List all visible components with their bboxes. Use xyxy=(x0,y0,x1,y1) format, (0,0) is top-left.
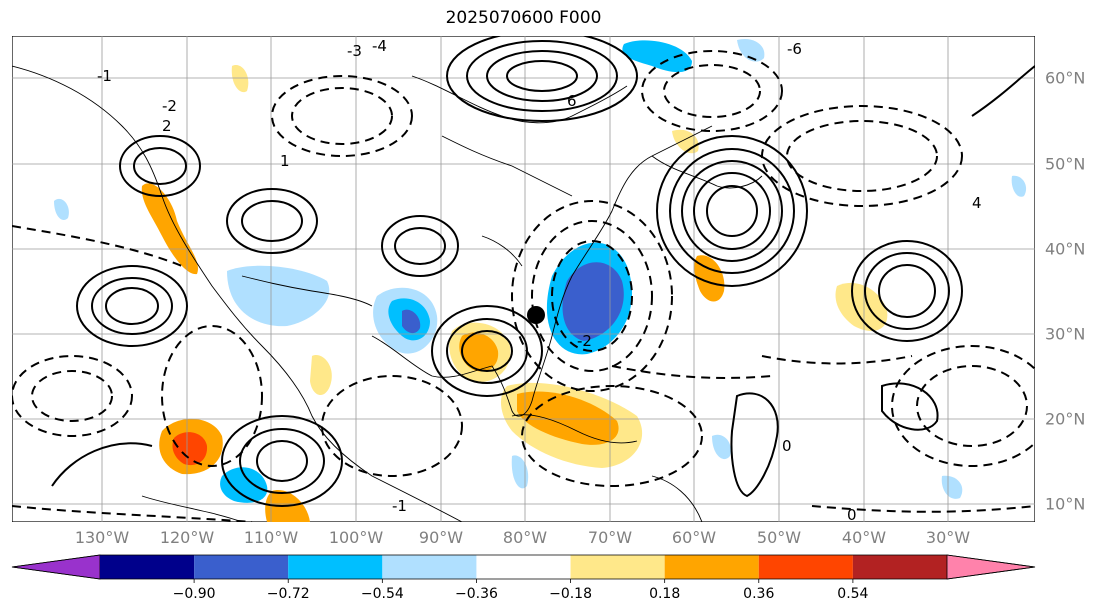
colorbar-segment xyxy=(100,555,195,579)
lon-label-80w: 80°W xyxy=(502,528,548,547)
lon-label-130w: 130°W xyxy=(74,528,130,547)
map-canvas: -4 -3 -2 -1 0 1 2 4 6 -6 0 -2 -1 xyxy=(12,36,1035,522)
lat-label-50n: 50°N xyxy=(1045,154,1086,174)
colorbar-segment xyxy=(194,555,289,579)
graticule xyxy=(12,36,1035,522)
colorbar-tick-label: −0.54 xyxy=(360,586,404,602)
lon-label-50w: 50°W xyxy=(756,528,802,547)
lat-label-20n: 20°N xyxy=(1045,409,1086,429)
colorbar-tick-label: −0.36 xyxy=(454,586,498,602)
shaded-anomalies xyxy=(54,38,1027,522)
contour-label: -2 xyxy=(577,332,592,350)
lon-label-30w: 30°W xyxy=(925,528,971,547)
colorbar-tick-label: −0.90 xyxy=(172,586,216,602)
colorbar-over-arrow xyxy=(946,554,1036,580)
lon-label-60w: 60°W xyxy=(671,528,717,547)
colorbar-outline xyxy=(11,554,1036,580)
colorbar-segment xyxy=(382,555,477,579)
lat-label-30n: 30°N xyxy=(1045,324,1086,344)
contours-positive xyxy=(51,36,1035,507)
contour-label: 4 xyxy=(972,194,982,212)
lon-label-100w: 100°W xyxy=(328,528,384,547)
lon-label-90w: 90°W xyxy=(418,528,464,547)
contour-labels: -4 -3 -2 -1 0 1 2 4 6 -6 0 -2 -1 xyxy=(97,37,982,522)
contours-negative xyxy=(12,50,1035,522)
contour-label: 0 xyxy=(782,437,792,455)
contour-label: -1 xyxy=(97,67,112,85)
lon-label-40w: 40°W xyxy=(841,528,887,547)
contour-label: -6 xyxy=(787,40,802,58)
contour-label: -4 xyxy=(372,37,387,55)
colorbar-tick-label: 0.36 xyxy=(743,586,775,602)
colorbar-tick-label: −0.72 xyxy=(266,586,310,602)
colorbar-tick-label: 0.18 xyxy=(649,586,681,602)
map-panel: -4 -3 -2 -1 0 1 2 4 6 -6 0 -2 -1 xyxy=(12,36,1035,522)
contour-label: 2 xyxy=(162,117,172,135)
colorbar-segment xyxy=(288,555,383,579)
colorbar-tick-label: −0.18 xyxy=(549,586,592,602)
lat-label-40n: 40°N xyxy=(1045,239,1086,259)
colorbar-tick-label: 0.54 xyxy=(837,586,869,602)
colorbar-under-arrow xyxy=(11,554,101,580)
storm-center-marker xyxy=(527,306,545,324)
lon-label-110w: 110°W xyxy=(243,528,299,547)
lon-label-70w: 70°W xyxy=(587,528,633,547)
contour-label: 6 xyxy=(567,92,577,110)
map-title: 2025070600 F000 xyxy=(445,8,602,28)
colorbar xyxy=(11,554,1036,583)
colorbar-segment xyxy=(570,555,665,579)
lat-label-60n: 60°N xyxy=(1045,68,1086,88)
contour-label: 0 xyxy=(847,506,857,522)
colorbar-segment xyxy=(852,555,947,579)
lat-label-10n: 10°N xyxy=(1045,494,1086,514)
colorbar-segment xyxy=(476,555,571,579)
contour-label: -3 xyxy=(347,42,362,60)
contour-label: 1 xyxy=(280,152,290,170)
colorbar-segment xyxy=(664,555,759,579)
colorbar-segment xyxy=(758,555,853,579)
contour-label: -1 xyxy=(392,497,407,515)
lon-label-120w: 120°W xyxy=(159,528,215,547)
contour-label: -2 xyxy=(162,97,177,115)
contours-zero xyxy=(730,382,939,498)
